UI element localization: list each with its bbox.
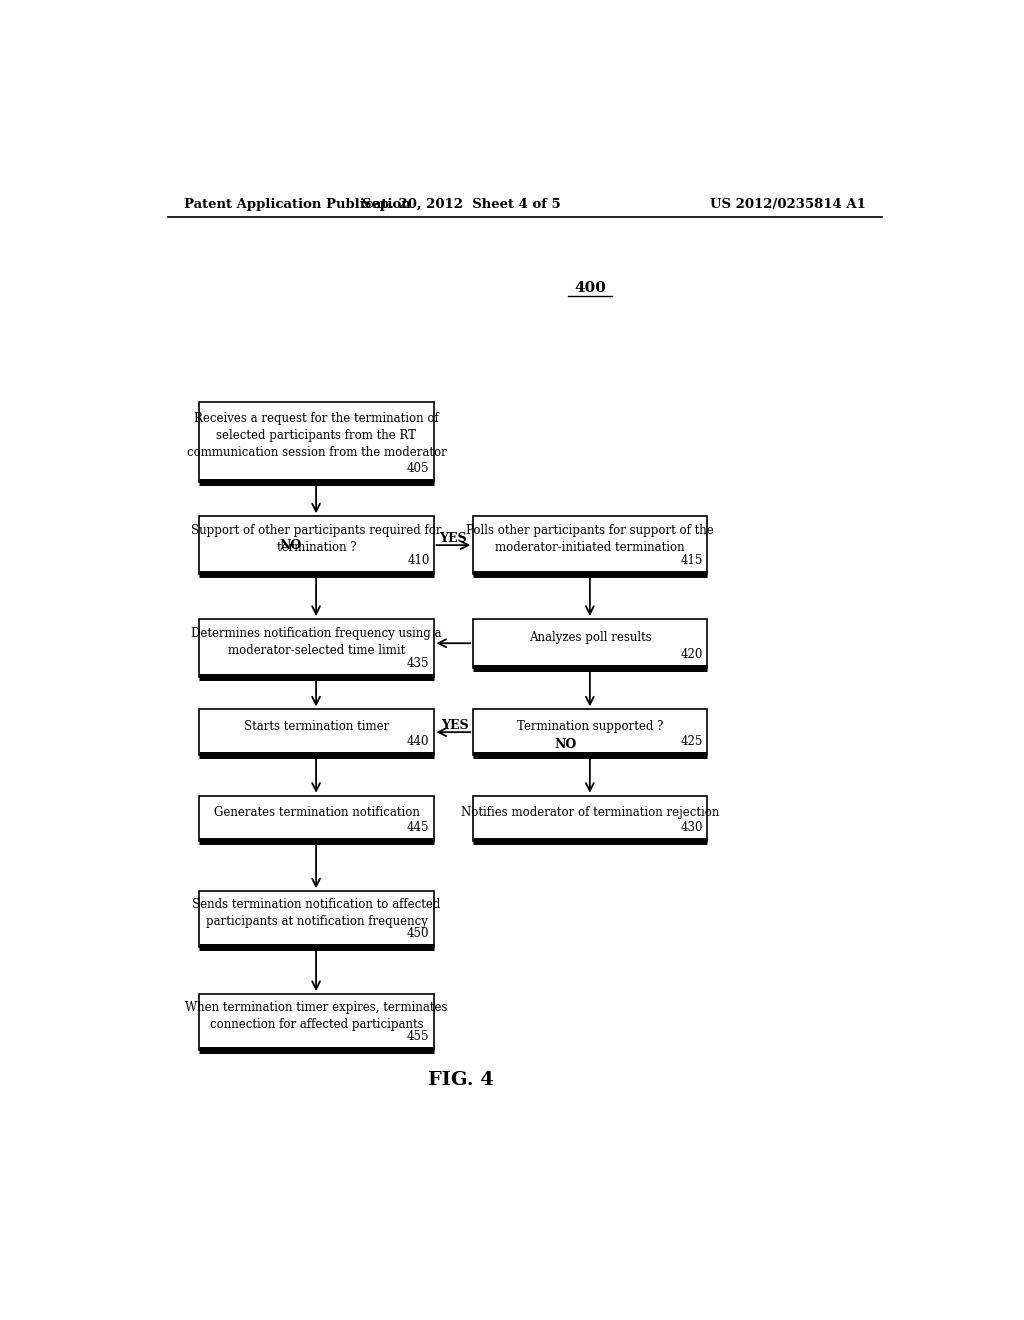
Bar [473, 709, 708, 755]
Text: Starts termination timer: Starts termination timer [244, 719, 389, 733]
Text: 415: 415 [681, 554, 703, 568]
Text: Notifies moderator of termination rejection: Notifies moderator of termination reject… [461, 807, 720, 818]
Text: Patent Application Publication: Patent Application Publication [183, 198, 411, 211]
Text: YES: YES [441, 719, 469, 733]
Bar [200, 891, 433, 948]
Bar [200, 403, 433, 482]
Text: 425: 425 [681, 735, 703, 748]
Bar [473, 516, 708, 574]
Text: Generates termination notification: Generates termination notification [214, 807, 420, 818]
Text: NO: NO [554, 738, 577, 751]
Bar [473, 619, 708, 668]
Text: Determines notification frequency using a
moderator-selected time limit: Determines notification frequency using … [191, 627, 441, 656]
Bar [473, 796, 708, 841]
Text: 400: 400 [573, 281, 606, 296]
Text: When termination timer expires, terminates
connection for affected participants: When termination timer expires, terminat… [185, 1001, 447, 1031]
Text: 435: 435 [408, 656, 430, 669]
Text: Polls other participants for support of the
moderator-initiated termination: Polls other participants for support of … [466, 524, 714, 554]
Text: Support of other participants required for
termination ?: Support of other participants required f… [191, 524, 441, 554]
Text: 420: 420 [681, 648, 703, 660]
Text: NO: NO [280, 539, 302, 552]
Text: 405: 405 [408, 462, 430, 474]
Text: 450: 450 [408, 927, 430, 940]
Text: 455: 455 [408, 1030, 430, 1043]
Text: YES: YES [439, 532, 467, 545]
Bar [200, 619, 433, 677]
Bar [200, 709, 433, 755]
Text: 410: 410 [408, 554, 430, 568]
Text: Analyzes poll results: Analyzes poll results [529, 631, 651, 644]
Text: US 2012/0235814 A1: US 2012/0235814 A1 [711, 198, 866, 211]
Bar [200, 994, 433, 1049]
Text: 440: 440 [408, 735, 430, 748]
Text: FIG. 4: FIG. 4 [428, 1072, 495, 1089]
Text: Receives a request for the termination of
selected participants from the RT
comm: Receives a request for the termination o… [186, 412, 446, 459]
Bar [200, 796, 433, 841]
Text: 430: 430 [681, 821, 703, 834]
Text: Sep. 20, 2012  Sheet 4 of 5: Sep. 20, 2012 Sheet 4 of 5 [361, 198, 561, 211]
Bar [200, 516, 433, 574]
Text: 445: 445 [408, 821, 430, 834]
Text: Termination supported ?: Termination supported ? [517, 719, 664, 733]
Text: Sends termination notification to affected
participants at notification frequenc: Sends termination notification to affect… [193, 898, 440, 928]
